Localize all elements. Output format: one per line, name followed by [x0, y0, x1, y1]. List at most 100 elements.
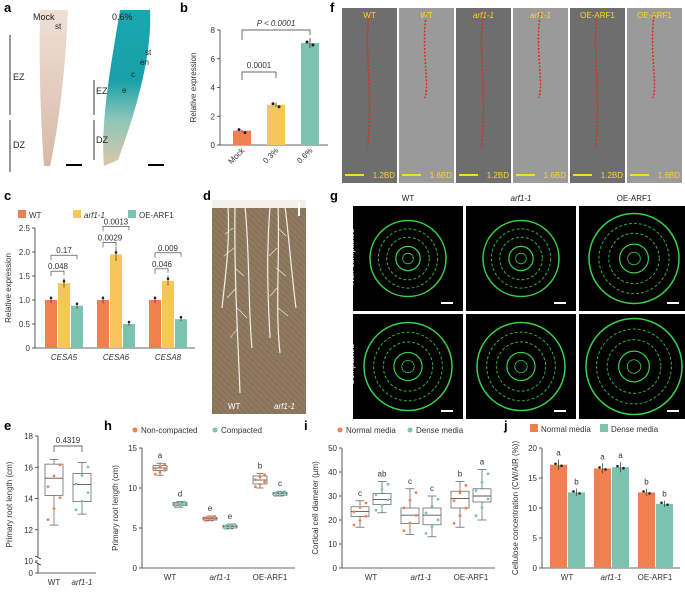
- x-tick-label: WT: [48, 578, 61, 587]
- y-tick-label: 10: [128, 484, 137, 493]
- significance-letter: e: [208, 504, 213, 513]
- x-tick-label: CESA8: [155, 353, 182, 362]
- data-point: [374, 508, 378, 512]
- y-tick-label: 2.0: [19, 248, 31, 257]
- data-point: [153, 466, 157, 470]
- data-point: [283, 492, 287, 496]
- legend-label: Non-compacted: [141, 426, 197, 435]
- bracket: [50, 270, 65, 277]
- data-point: [554, 462, 557, 466]
- row-label: Compacted: [347, 343, 356, 385]
- y-tick-label: 50: [328, 444, 337, 453]
- data-point: [158, 464, 162, 468]
- legend-marker: [132, 427, 138, 433]
- data-point: [258, 475, 262, 479]
- data-point: [305, 40, 309, 44]
- panel-f: f WT 1.2BD WT 1.6BD arf1-1 1.2BD arf1-1 1.6BD OE…: [325, 0, 685, 185]
- data-point: [271, 102, 275, 106]
- data-point: [153, 472, 157, 476]
- legend-label: Compacted: [221, 426, 262, 435]
- bar: [175, 319, 187, 348]
- data-point: [436, 498, 440, 501]
- data-point: [153, 296, 157, 300]
- y-tick-label: 10: [528, 504, 537, 513]
- data-point: [616, 464, 619, 468]
- data-point: [58, 463, 62, 467]
- data-point: [283, 490, 287, 493]
- p-value: 0.0013: [104, 217, 129, 226]
- data-point: [46, 485, 50, 489]
- legend-label: OE-ARF1: [139, 211, 174, 220]
- bar: [123, 324, 135, 348]
- y-tick-label: 10: [328, 540, 337, 549]
- y-tick-label: 2: [211, 112, 216, 121]
- label-en: en: [140, 58, 149, 67]
- bar: [638, 492, 655, 568]
- p-value: 0.17: [56, 246, 72, 255]
- data-point: [173, 502, 177, 506]
- density-label: 1.6BD: [657, 171, 680, 180]
- panel-label-c: c: [4, 188, 12, 203]
- data-point: [278, 493, 282, 497]
- data-point: [228, 526, 232, 529]
- y-axis-label: Primary root length (cm): [111, 465, 120, 551]
- significance-letter: b: [258, 462, 263, 471]
- data-point: [402, 506, 406, 510]
- y-axis-label: Relative expression: [189, 53, 198, 123]
- data-point: [74, 482, 78, 486]
- data-point: [253, 485, 257, 489]
- density-label: 1.2BD: [372, 171, 395, 180]
- x-tick-label: WT: [365, 573, 378, 582]
- cross-section-image: [466, 206, 576, 311]
- y-axis-label: Cortical cell diameter (µm): [311, 461, 320, 555]
- panel-d: d WT arf1-1: [200, 188, 310, 416]
- root-photo: [212, 200, 306, 414]
- bar-0.3%: [267, 104, 285, 145]
- data-point: [114, 251, 118, 254]
- y-tick-label: 15: [128, 444, 137, 453]
- box: [422, 507, 442, 526]
- y-tick-label: 16: [24, 463, 33, 472]
- legend-swatch: [128, 210, 136, 218]
- y-tick-label: 18: [24, 432, 33, 441]
- p-value: 0.046: [152, 260, 173, 269]
- data-point: [430, 525, 434, 528]
- genotype-label: WT: [420, 11, 433, 20]
- ct-scan-tile: arf1-1 1.2BD: [456, 8, 511, 183]
- y-tick-label: 14: [24, 495, 33, 504]
- data-point: [474, 489, 478, 492]
- photo-wt-label: WT: [228, 402, 241, 411]
- legend-label: arf1-1: [84, 211, 105, 220]
- cross-section-image: [466, 314, 576, 419]
- mock-title: Mock: [33, 12, 55, 22]
- density-label: 1.2BD: [486, 171, 509, 180]
- significance-letter: d: [178, 490, 182, 499]
- y-tick-label: 20: [528, 444, 537, 453]
- data-point: [203, 516, 207, 520]
- y-tick-label: 0: [26, 344, 31, 353]
- chart-h: 0 5 10 15 Primary root length (cm) Non-compac…: [111, 426, 295, 582]
- data-point: [402, 529, 406, 532]
- data-point: [380, 488, 384, 491]
- significance-letter: a: [600, 452, 605, 461]
- y-tick-label: 0: [133, 564, 138, 573]
- data-point: [278, 491, 282, 494]
- genotype-label: arf1-1: [473, 11, 494, 20]
- data-point: [258, 483, 262, 486]
- bracket: [241, 71, 277, 80]
- chart-e: 0 10 12 14 16 18 Primary root length (cm) WT arf…: [5, 432, 96, 587]
- data-point: [213, 517, 217, 521]
- data-point: [86, 491, 90, 495]
- label-st-2: st: [145, 48, 152, 57]
- data-point: [486, 497, 490, 501]
- data-point: [52, 507, 56, 511]
- significance-letter: c: [278, 479, 282, 488]
- y-tick-label: 12: [24, 526, 33, 535]
- significance-letter: c: [430, 484, 434, 493]
- cross-section-image: [579, 314, 685, 419]
- photo-mut-label: arf1-1: [274, 402, 295, 411]
- panel-g: g WT arf1-1 OE-ARF1: [325, 188, 685, 419]
- density-label: 1.6BD: [429, 171, 452, 180]
- panel-j: j 0 5 10 15 20 Cellulose concentration (CW/AI…: [500, 418, 685, 591]
- y-tick-label: 15: [528, 474, 537, 483]
